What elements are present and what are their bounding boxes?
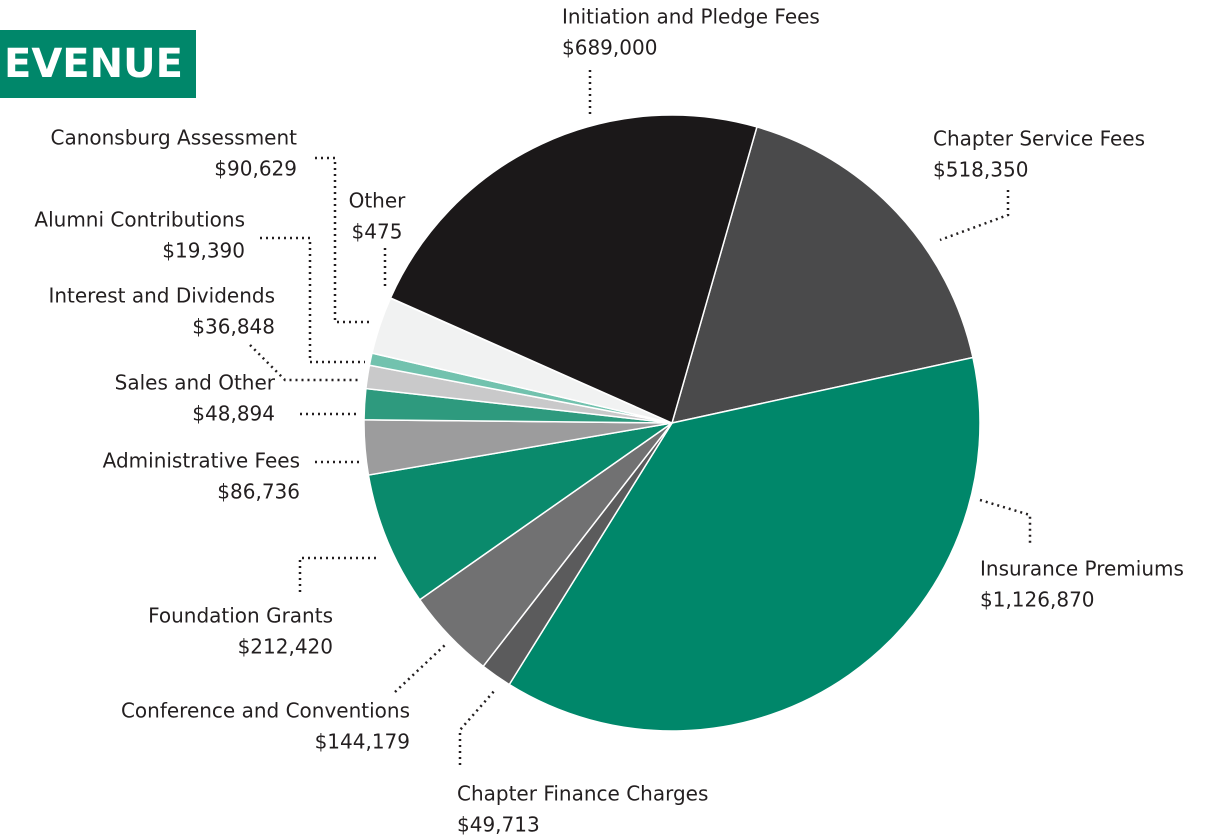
- leader: [249, 344, 360, 382]
- slice-label: Chapter Finance Charges: [457, 782, 708, 806]
- slice-label: Insurance Premiums: [980, 557, 1184, 581]
- slice-value-label: $518,350: [933, 158, 1028, 182]
- slice-value-label: $1,126,870: [980, 588, 1095, 612]
- slice-value-label: $86,736: [217, 480, 300, 504]
- slice-label: Conference and Conventions: [121, 699, 410, 723]
- slice-value-label: $475: [352, 220, 403, 244]
- slice-label: Chapter Service Fees: [933, 127, 1145, 151]
- slice-value-label: $49,713: [457, 813, 540, 837]
- slice-label: Administrative Fees: [103, 449, 300, 473]
- slice-label: Initiation and Pledge Fees: [562, 5, 820, 29]
- slice-value-label: $212,420: [238, 635, 333, 659]
- leader: [939, 190, 1010, 242]
- pie-slice: [670, 126, 974, 424]
- pie-slice: [367, 422, 673, 601]
- slice-value-label: $19,390: [162, 239, 245, 263]
- slice-label: Alumni Contributions: [34, 208, 245, 232]
- slice-label: Sales and Other: [115, 371, 276, 395]
- slice-label: Other: [349, 189, 407, 213]
- pie-slice: [508, 356, 981, 732]
- slice-value-label: $689,000: [562, 36, 657, 60]
- leader: [979, 498, 1032, 545]
- slice-value-label: $144,179: [315, 730, 410, 754]
- title-box: [0, 30, 196, 98]
- chart-title: EVENUE: [4, 41, 183, 87]
- slice-value-label: $90,629: [214, 157, 297, 181]
- slice-value-label: $48,894: [192, 402, 275, 426]
- leader: [315, 156, 372, 324]
- leader-lines: [249, 70, 1032, 765]
- slice-label: Interest and Dividends: [48, 284, 275, 308]
- leader: [260, 236, 365, 364]
- slice-value-label: $36,848: [192, 315, 275, 339]
- leader: [298, 556, 380, 592]
- slice-label: Canonsburg Assessment: [51, 126, 298, 150]
- slice-label: Foundation Grants: [148, 604, 333, 628]
- leader: [394, 644, 446, 693]
- leader: [458, 689, 496, 765]
- pie-slice: [389, 114, 758, 425]
